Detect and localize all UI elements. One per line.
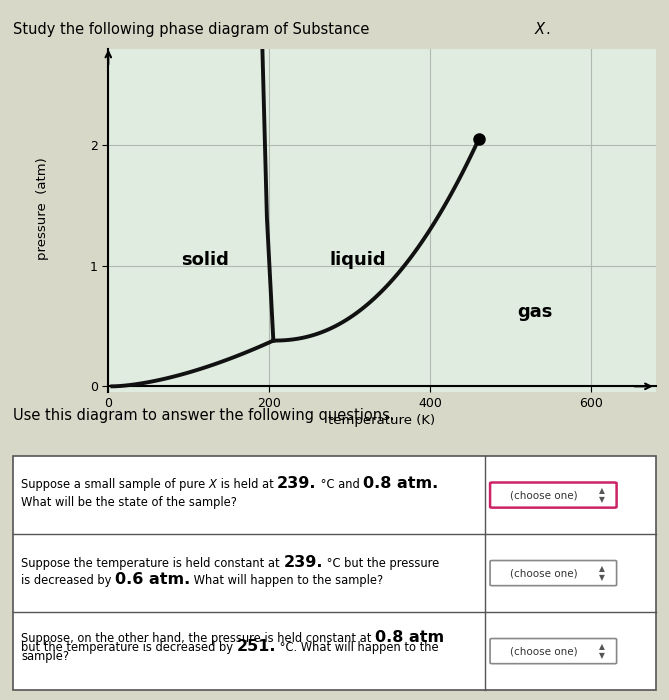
Text: pressure  (atm): pressure (atm) — [36, 158, 50, 260]
Text: °C and: °C and — [316, 479, 363, 491]
Text: °C. What will happen to the: °C. What will happen to the — [276, 641, 439, 654]
Text: 239.: 239. — [277, 477, 316, 491]
Text: X: X — [535, 22, 545, 37]
FancyBboxPatch shape — [13, 456, 656, 690]
Text: ▲
▼: ▲ ▼ — [599, 564, 605, 582]
Text: but the temperature is decreased by: but the temperature is decreased by — [21, 641, 237, 654]
Text: What will be the state of the sample?: What will be the state of the sample? — [21, 496, 237, 509]
Text: is held at: is held at — [217, 479, 277, 491]
Text: (choose one): (choose one) — [510, 568, 577, 578]
Text: 0.8 atm: 0.8 atm — [375, 630, 444, 645]
Text: 0.8 atm.: 0.8 atm. — [363, 477, 438, 491]
Text: sample?: sample? — [21, 650, 69, 663]
Text: 239.: 239. — [284, 554, 323, 570]
Text: ▲
▼: ▲ ▼ — [599, 643, 605, 660]
FancyBboxPatch shape — [490, 482, 617, 508]
Text: 0.6 atm.: 0.6 atm. — [115, 572, 191, 587]
Text: is decreased by: is decreased by — [21, 574, 115, 587]
Text: What will happen to the sample?: What will happen to the sample? — [191, 574, 383, 587]
FancyBboxPatch shape — [490, 561, 617, 586]
Text: X: X — [209, 479, 217, 491]
Text: .: . — [546, 22, 551, 37]
Text: Suppose a small sample of pure: Suppose a small sample of pure — [21, 479, 209, 491]
Text: (choose one): (choose one) — [510, 646, 577, 656]
Text: (choose one): (choose one) — [510, 490, 577, 500]
Text: Suppose the temperature is held constant at: Suppose the temperature is held constant… — [21, 556, 284, 570]
FancyBboxPatch shape — [490, 638, 617, 664]
Text: °C but the pressure: °C but the pressure — [323, 556, 439, 570]
Text: ▲
▼: ▲ ▼ — [599, 486, 605, 504]
Text: 251.: 251. — [237, 639, 276, 654]
Text: Suppose, on the other hand, the pressure is held constant at: Suppose, on the other hand, the pressure… — [21, 632, 375, 645]
Text: Study the following phase diagram of Substance: Study the following phase diagram of Sub… — [13, 22, 374, 37]
Text: Use this diagram to answer the following questions.: Use this diagram to answer the following… — [13, 408, 395, 424]
